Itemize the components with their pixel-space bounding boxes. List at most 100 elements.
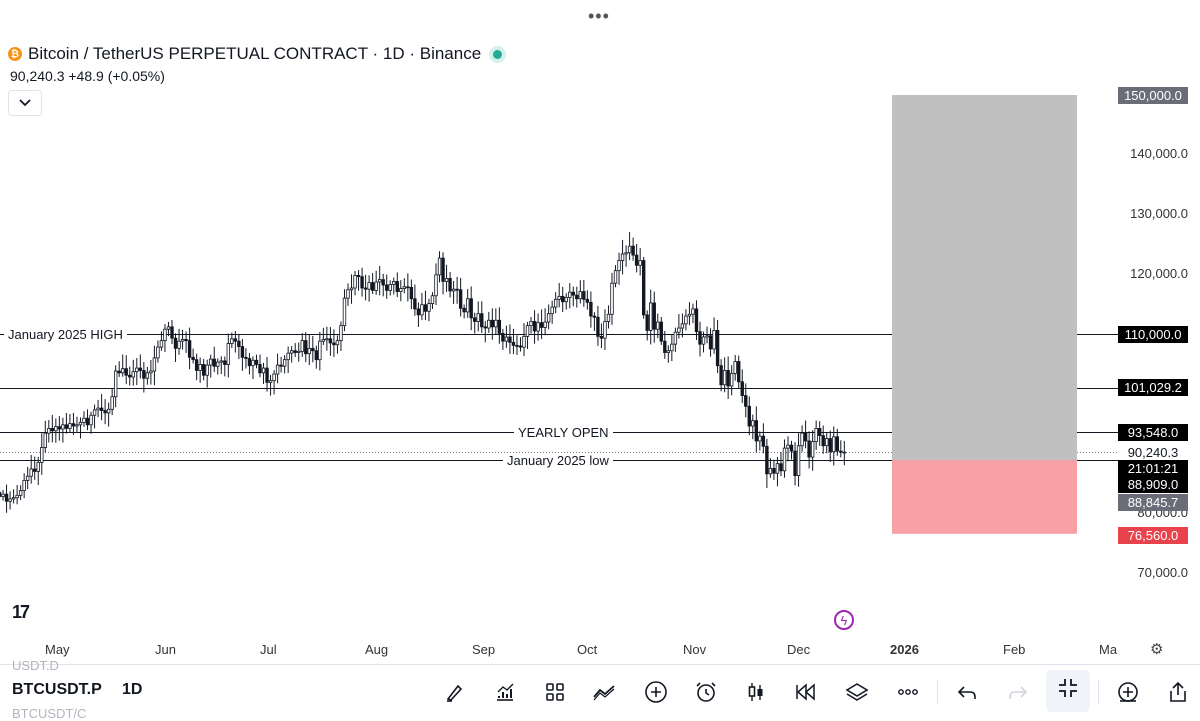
candle-body [631, 245, 635, 256]
candle-body [430, 295, 435, 304]
candle-body [701, 336, 706, 345]
alarm-icon[interactable] [691, 678, 721, 706]
brush-icon[interactable] [440, 678, 470, 706]
price-change: 90,240.3 +48.9 (+0.05%) [10, 68, 165, 84]
share-icon[interactable] [1163, 678, 1193, 706]
grid-icon[interactable] [540, 678, 570, 706]
candle-body [606, 313, 611, 322]
entry-price-tag: 88,909.0 [1118, 476, 1188, 493]
lightning-icon[interactable]: ϟ [834, 610, 854, 630]
undo-icon[interactable] [952, 678, 982, 706]
candle-body [420, 304, 424, 316]
chart-indicator-icon[interactable] [490, 678, 520, 706]
redo-icon[interactable] [1003, 678, 1033, 706]
layers-icon[interactable] [842, 678, 872, 706]
candle-body [832, 436, 836, 453]
compare-icon[interactable] [590, 678, 620, 706]
candle-body [765, 445, 769, 475]
candle-body [75, 424, 79, 427]
price-axis-label: 140,000.0 [1130, 146, 1188, 161]
candle-body [212, 358, 216, 367]
candle-body [71, 423, 76, 427]
candle-body [219, 360, 223, 363]
time-axis-label: Feb [1003, 642, 1026, 657]
candle-body [367, 282, 371, 290]
candle-body [209, 358, 213, 366]
candle-body [803, 432, 808, 442]
symbol-selector[interactable]: BTCUSDT.P [12, 681, 102, 698]
candle-body [177, 340, 181, 349]
add-widget-icon[interactable] [1113, 678, 1143, 706]
candle-body [300, 340, 304, 352]
candle-body [261, 367, 266, 374]
candle-body [617, 260, 621, 272]
level-price-tag: 101,029.2 [1118, 379, 1188, 396]
candle-body [589, 301, 593, 317]
symbol-title[interactable]: ₿ Bitcoin / TetherUS PERPETUAL CONTRACT … [8, 44, 503, 64]
fullscreen-button[interactable] [1046, 670, 1090, 712]
candle-body [455, 288, 459, 291]
gear-icon[interactable]: ⚙ [1150, 641, 1164, 658]
candle-body [687, 313, 692, 317]
collapse-legend-button[interactable] [8, 90, 42, 116]
candle-body [339, 325, 343, 341]
candle-body [543, 321, 547, 328]
candles-icon[interactable] [741, 678, 771, 706]
jan-high-label[interactable]: January 2025 HIGH [4, 327, 127, 342]
more-menu-handle[interactable]: ••• [588, 6, 610, 26]
candle-body [634, 254, 639, 266]
candle-body [582, 291, 586, 300]
candle-body [321, 338, 326, 342]
candle-body [240, 346, 245, 358]
candle-body [64, 424, 69, 429]
candle-body [388, 284, 392, 291]
candle-body [758, 435, 762, 442]
time-axis-label: Dec [787, 642, 811, 657]
price-chart[interactable] [0, 0, 1200, 664]
market-open-status-icon [493, 49, 503, 59]
candle-body [744, 395, 748, 407]
candle-body [374, 281, 378, 291]
candle-body [796, 445, 801, 477]
candle-body [490, 319, 495, 328]
candle-body [828, 438, 832, 453]
candle-body [786, 444, 790, 449]
candle-body [561, 295, 565, 303]
time-axis-label: Oct [577, 642, 598, 657]
candle-body [568, 291, 572, 298]
candle-body [33, 468, 37, 472]
candle-body [297, 350, 301, 353]
candle-body [370, 282, 375, 291]
replay-icon[interactable] [791, 678, 821, 706]
candle-body [751, 420, 755, 427]
candle-body [304, 340, 308, 355]
crosshair-price-tag: 88,845.7 [1118, 494, 1188, 511]
candle-body [663, 340, 667, 353]
candle-body [85, 417, 90, 426]
candle-body [677, 327, 681, 333]
candle-body [36, 462, 40, 472]
more-icon[interactable] [893, 678, 923, 706]
candle-body [15, 494, 19, 499]
candle-body [469, 298, 473, 319]
timeframe-selector[interactable]: 1D [122, 681, 143, 698]
jan-high-price-tag: 110,000.0 [1118, 326, 1188, 343]
candle-body [539, 322, 544, 328]
profit-target-zone [892, 95, 1077, 461]
jan-low-label[interactable]: January 2025 low [503, 453, 613, 468]
candle-body [92, 409, 97, 416]
candle-body [656, 321, 660, 330]
candle-body [536, 322, 540, 332]
candle-body [691, 308, 695, 315]
candle-body [501, 333, 505, 342]
candle-body [684, 315, 688, 325]
yearly-open-label[interactable]: YEARLY OPEN [514, 425, 613, 440]
candle-body [550, 306, 554, 315]
candle-body [89, 414, 93, 426]
candle-body [121, 368, 125, 374]
plus-circle-icon[interactable] [641, 678, 671, 706]
tradingview-logo[interactable]: 17 [12, 602, 30, 622]
candle-body [483, 326, 487, 329]
candle-body [282, 359, 287, 367]
candle-body [318, 340, 322, 361]
